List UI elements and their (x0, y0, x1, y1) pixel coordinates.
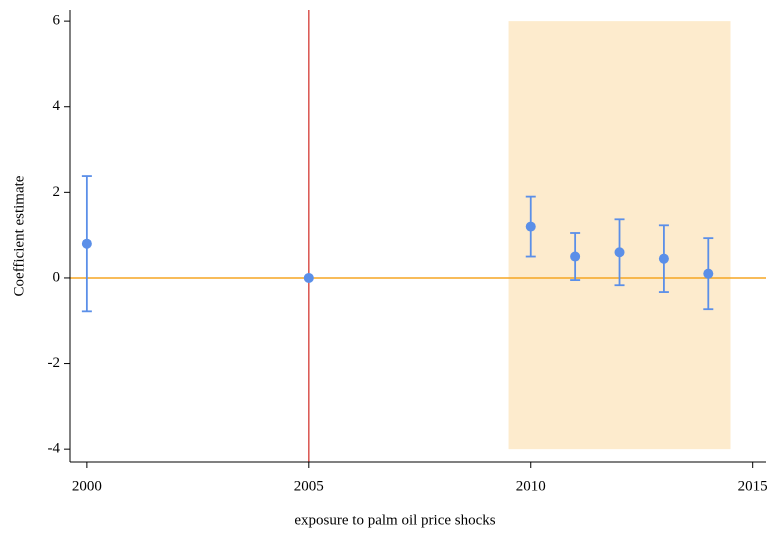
point (658, 253, 669, 264)
y-tick-label: 2 (53, 184, 61, 200)
x-axis-label: exposure to palm oil price shocks (294, 512, 495, 528)
y-tick-label: 0 (53, 269, 61, 285)
point (525, 221, 536, 232)
x-tick-label: 2000 (72, 478, 102, 494)
y-tick-label: 4 (53, 98, 61, 114)
x-tick-label: 2005 (294, 478, 324, 494)
y-tick-label: -4 (48, 441, 61, 457)
point (303, 272, 314, 283)
point (703, 268, 714, 279)
x-tick-label: 2010 (516, 478, 546, 494)
y-tick-label: -2 (48, 355, 61, 371)
x-tick-label: 2015 (738, 478, 768, 494)
point (570, 251, 581, 262)
point (614, 247, 625, 258)
y-axis-label: Coefficient estimate (11, 175, 27, 296)
point (81, 238, 92, 249)
y-tick-label: 6 (53, 13, 61, 29)
